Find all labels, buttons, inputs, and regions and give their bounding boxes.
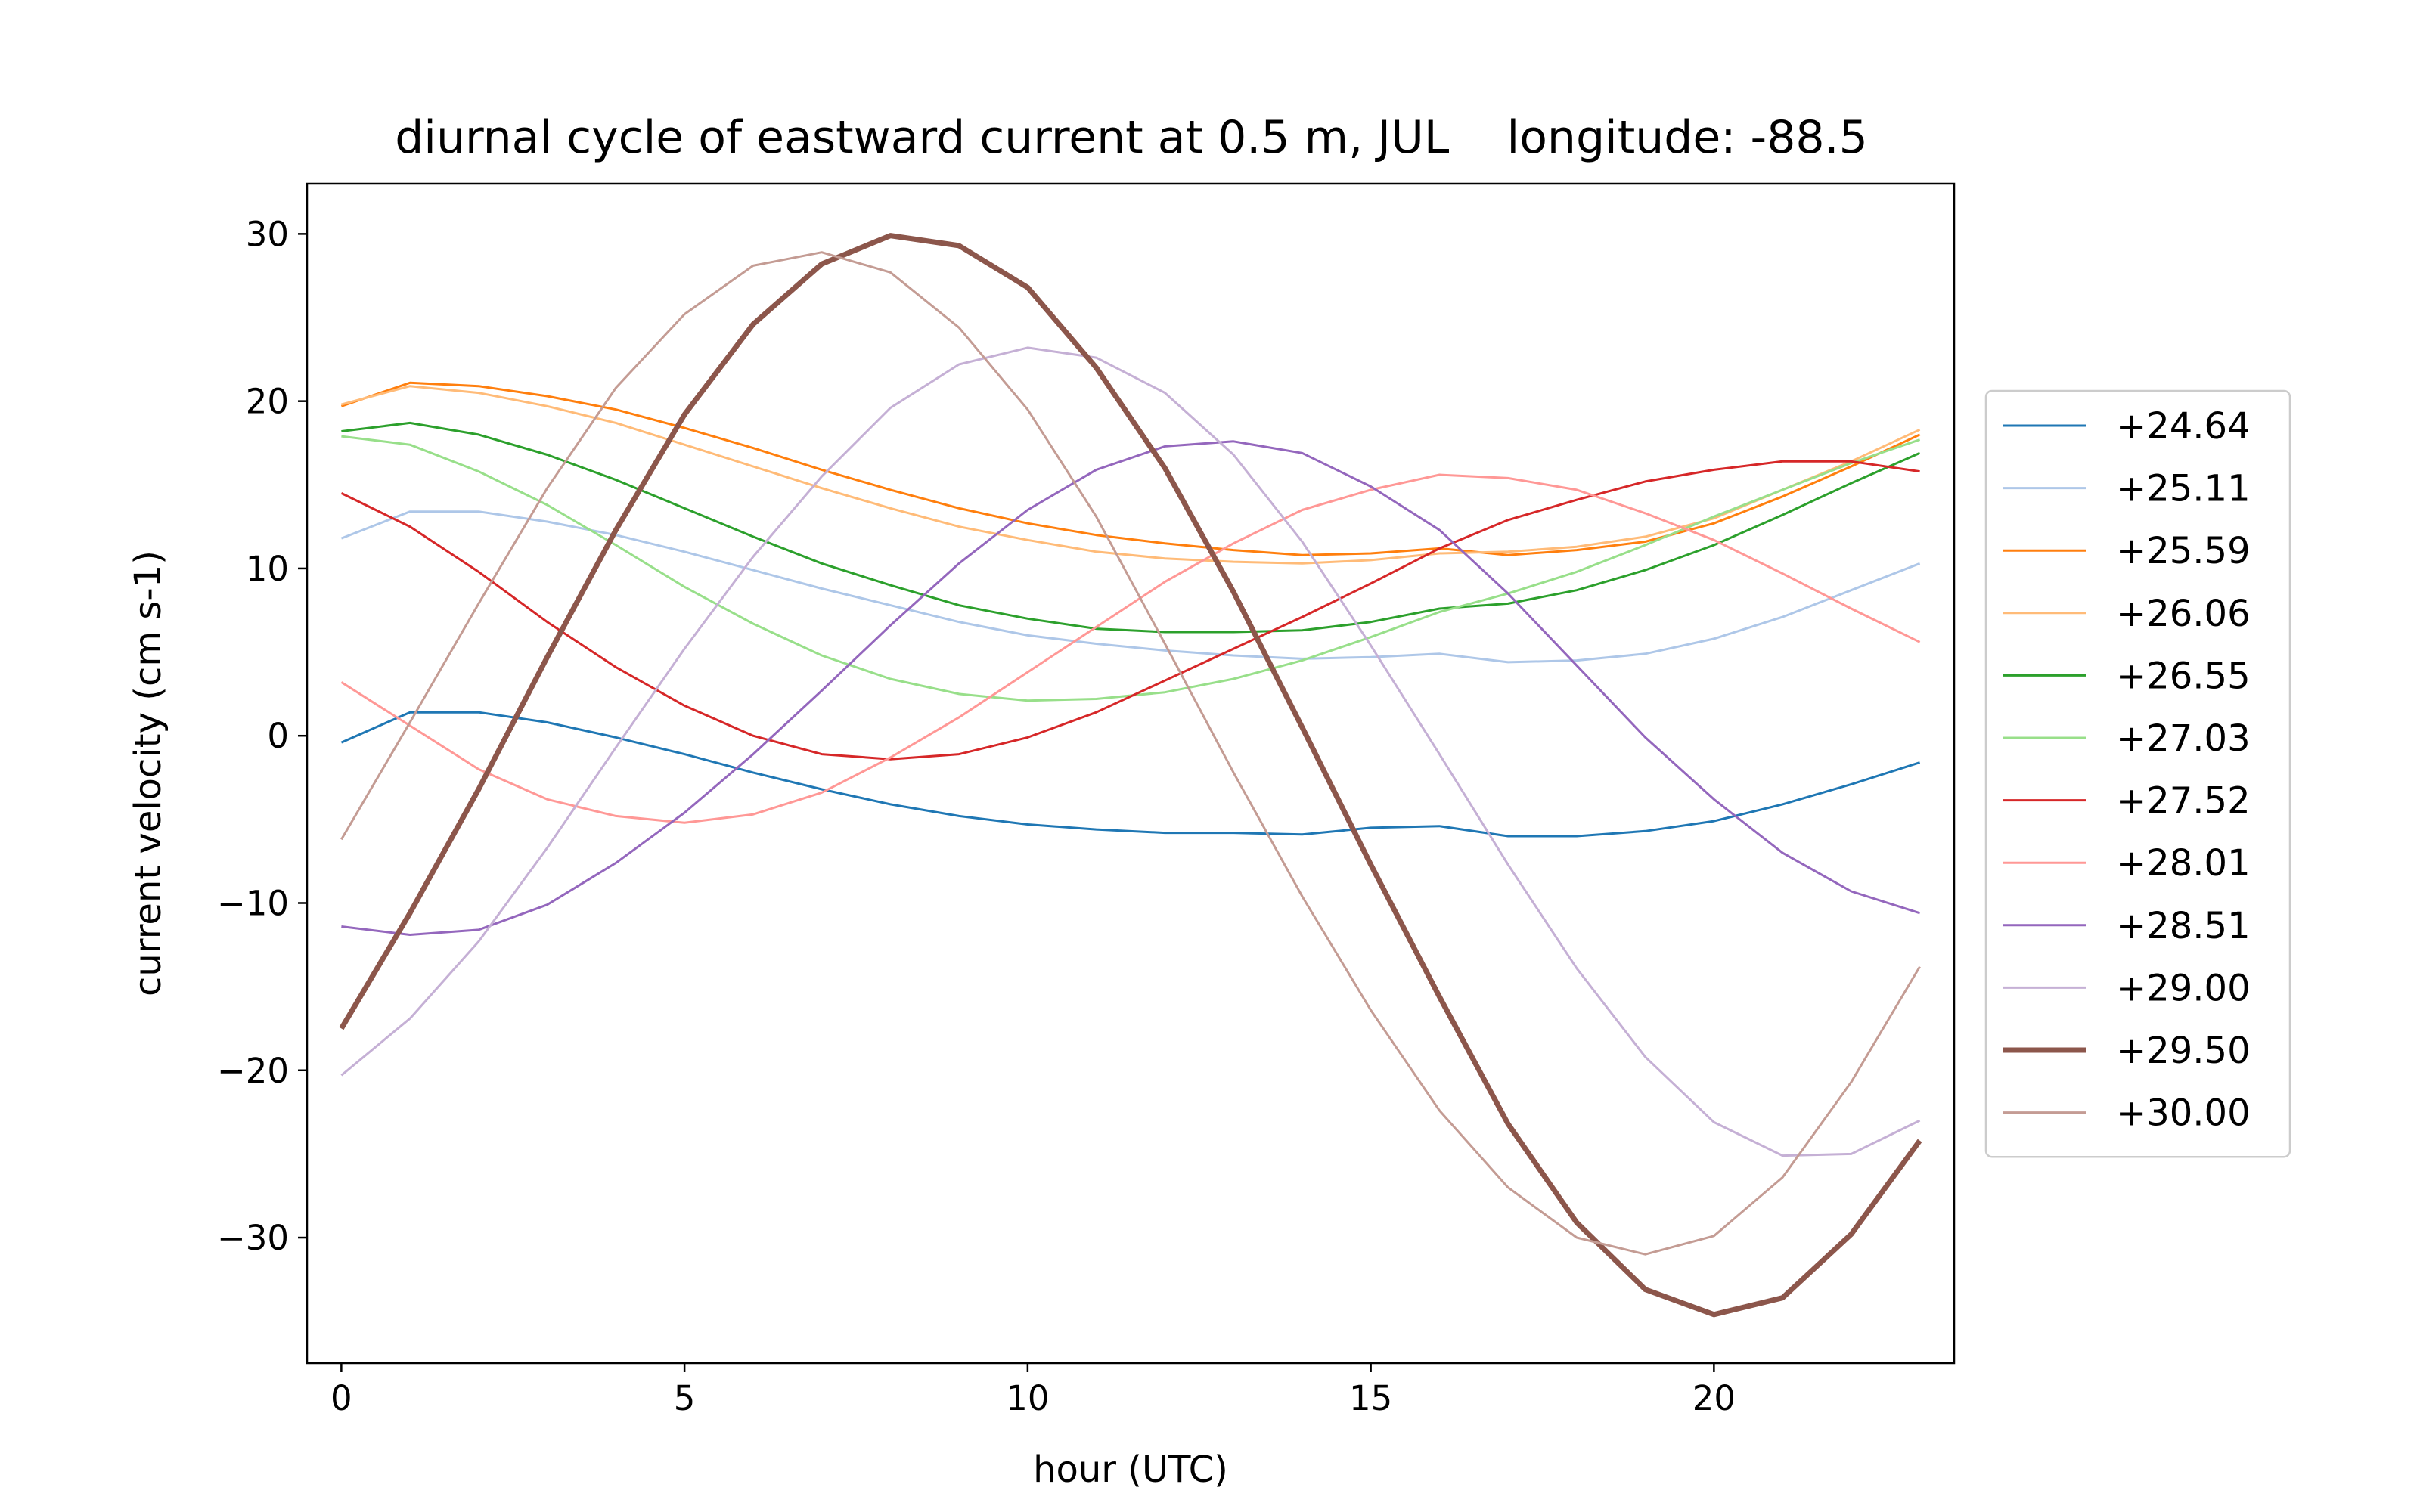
y-axis-label: current velocity (cm s-1) (127, 550, 169, 996)
legend-entry: +26.06 (2116, 593, 2251, 635)
series-line-7 (340, 473, 1921, 824)
series-line-6 (340, 460, 1920, 761)
series-line-4 (341, 421, 1921, 634)
legend-frame (1984, 389, 2291, 1158)
x-tick-label: 5 (674, 1378, 696, 1418)
x-tick-label: 15 (1349, 1378, 1392, 1418)
series-line-2 (340, 381, 1921, 556)
x-tick-label: 20 (1692, 1378, 1736, 1418)
legend-entry: +25.59 (2116, 530, 2251, 572)
legend-entry: +26.55 (2116, 655, 2251, 697)
legend-entry: +28.01 (2116, 842, 2251, 885)
legend-entry: +27.03 (2116, 717, 2251, 760)
series-line-1 (340, 510, 1921, 664)
y-tick-label: −30 (217, 1218, 289, 1258)
series-line-10 (339, 233, 1922, 1318)
y-tick-label: 30 (246, 214, 289, 254)
series-line-0 (340, 711, 1921, 838)
x-tick-label: 0 (330, 1378, 352, 1418)
legend-entry: +29.50 (2116, 1030, 2251, 1072)
legend-entry: +28.51 (2116, 905, 2251, 947)
x-axis-label: hour (UTC) (1033, 1448, 1228, 1491)
y-axis: −30 −20 −10 0 10 20 30 (217, 214, 307, 1258)
legend: +24.64 +25.11 +25.59 +26.06 +26.55 +27.03 +27.… (1984, 389, 2291, 1158)
y-tick-label: −10 (217, 883, 289, 923)
plot-frame (306, 182, 1956, 1365)
series-line-9 (340, 346, 1921, 1157)
y-tick-label: 20 (246, 382, 289, 422)
series-line-8 (341, 440, 1921, 936)
plot-lines (339, 233, 1922, 1318)
chart-title: diurnal cycle of eastward current at 0.5… (395, 111, 1868, 164)
y-tick-label: 0 (267, 716, 289, 756)
legend-entry: +24.64 (2116, 405, 2251, 448)
legend-entry: +27.52 (2116, 780, 2251, 823)
legend-entry: +30.00 (2116, 1092, 2251, 1135)
y-tick-label: 10 (246, 549, 289, 589)
y-tick-label: −20 (217, 1051, 289, 1091)
legend-entry: +29.00 (2116, 967, 2251, 1009)
legend-entry: +25.11 (2116, 468, 2251, 510)
series-line-3 (341, 385, 1921, 565)
x-tick-label: 10 (1006, 1378, 1049, 1418)
x-axis: 0 5 10 15 20 (330, 1363, 1736, 1418)
series-line-11 (340, 251, 1921, 1256)
